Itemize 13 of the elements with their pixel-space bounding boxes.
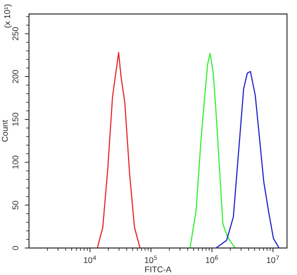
y-tick-label: 250 bbox=[12, 27, 18, 40]
y-axis-title: Count bbox=[2, 120, 8, 142]
y-tick-label: 150 bbox=[12, 112, 18, 126]
y-tick-label: 200 bbox=[12, 70, 18, 84]
x-tick-label: 10$^{4}$ bbox=[84, 256, 96, 264]
x-tick-label: 10$^{6}$ bbox=[206, 255, 218, 264]
x-axis-title: FITC-A bbox=[145, 266, 172, 272]
x-tick-label: 10$^{7}$ bbox=[266, 256, 279, 264]
y-tick-label: 0 bbox=[12, 246, 18, 250]
text: (x 10¹) bbox=[4, 4, 12, 28]
y-tick-label: 50 bbox=[12, 200, 18, 210]
y-tick-label: 100 bbox=[12, 156, 18, 169]
x-tick-label: 10$^{5}$ bbox=[144, 256, 157, 264]
